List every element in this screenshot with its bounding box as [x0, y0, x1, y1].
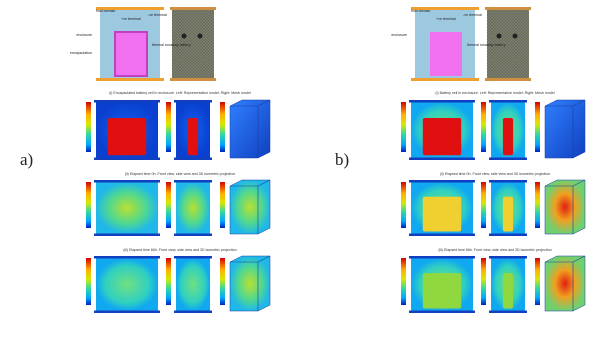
top-plate [94, 100, 160, 103]
top-plate [409, 256, 475, 259]
color-bar [401, 182, 406, 228]
battery-core [503, 118, 513, 155]
caption: (iii) Elapsed time 66h. Front view, side… [123, 248, 236, 252]
bottom-plate [174, 158, 212, 161]
top-plate [174, 100, 212, 103]
panel: b) fluid domain +ve terminal -ve terminal en… [335, 7, 585, 313]
figure: a) fluid domain +ve terminal -ve terminal en… [0, 0, 607, 346]
caption: (i) Encapsulated battery cell in enclosu… [109, 91, 251, 95]
color-bar [481, 182, 486, 228]
bottom-plate [174, 311, 212, 314]
bottom-plate [174, 234, 212, 237]
schematic-label: -ve terminal [463, 13, 482, 17]
schematic-label: +ve terminal [121, 17, 141, 21]
bottom-plate [94, 234, 160, 237]
panel-label: b) [335, 150, 349, 169]
enclosure-bottom [96, 78, 164, 81]
schematic-label: thermal runaway battery [467, 43, 506, 47]
top-plate [174, 256, 212, 259]
mesh-top [485, 7, 531, 10]
result-view [176, 259, 210, 311]
schematic-label: enclosure [391, 33, 407, 37]
top-plate [174, 180, 212, 183]
color-bar [166, 258, 171, 305]
bottom-plate [409, 311, 475, 314]
color-bar [535, 258, 540, 305]
battery [115, 32, 147, 76]
bottom-plate [489, 158, 527, 161]
schematic-label: fluid domain [411, 9, 430, 13]
top-plate [489, 180, 527, 183]
color-bar [535, 102, 540, 152]
top-plate [94, 180, 160, 183]
top-plate [489, 100, 527, 103]
color-bar [86, 102, 91, 152]
top-plate [409, 180, 475, 183]
battery-core [188, 118, 198, 155]
top-plate [489, 256, 527, 259]
result-view [176, 183, 210, 234]
iso-view [545, 100, 585, 158]
battery-core [503, 197, 513, 232]
color-bar [166, 102, 171, 152]
iso-view [545, 180, 585, 234]
terminal [497, 34, 502, 39]
bottom-plate [409, 158, 475, 161]
color-bar [166, 182, 171, 228]
color-bar [86, 182, 91, 228]
bottom-plate [409, 234, 475, 237]
color-bar [86, 258, 91, 305]
battery-core [423, 118, 461, 155]
result-view [96, 183, 158, 234]
schematic-label: thermal runaway battery [152, 43, 191, 47]
panel: a) fluid domain +ve terminal -ve terminal en… [20, 7, 270, 313]
color-bar [220, 258, 225, 305]
terminal [198, 34, 203, 39]
battery [430, 32, 462, 76]
schematic-label: encapsulation [70, 51, 92, 55]
iso-view [545, 256, 585, 311]
color-bar [481, 258, 486, 305]
schematic-label: fluid domain [96, 9, 115, 13]
top-plate [409, 100, 475, 103]
mesh-bottom [170, 78, 216, 81]
terminal [513, 34, 518, 39]
caption: (ii) Elapsed time 0h. Front view, side v… [440, 172, 550, 176]
top-plate [94, 256, 160, 259]
mesh-bottom [485, 78, 531, 81]
color-bar [401, 258, 406, 305]
battery-core [503, 273, 513, 308]
panel-label: a) [20, 150, 33, 169]
battery-core [423, 197, 461, 232]
schematic-label: +ve terminal [436, 17, 456, 21]
battery-core [423, 273, 461, 308]
mesh-top [170, 7, 216, 10]
iso-view [230, 100, 270, 158]
iso-view [230, 180, 270, 234]
bottom-plate [489, 311, 527, 314]
caption: (ii) Elapsed time 0h. Front view, side v… [125, 172, 235, 176]
color-bar [401, 102, 406, 152]
color-bar [220, 102, 225, 152]
battery-core [108, 118, 146, 155]
caption: (i) Battery cell in enclosure. Left: Rep… [435, 91, 554, 95]
iso-view [230, 256, 270, 311]
color-bar [220, 182, 225, 228]
enclosure-bottom [411, 78, 479, 81]
color-bar [481, 102, 486, 152]
schematic-label: -ve terminal [148, 13, 167, 17]
caption: (iii) Elapsed time 66h. Front view, side… [438, 248, 551, 252]
bottom-plate [489, 234, 527, 237]
color-bar [535, 182, 540, 228]
terminal [182, 34, 187, 39]
bottom-plate [94, 311, 160, 314]
result-view [96, 259, 158, 311]
schematic-label: enclosure [76, 33, 92, 37]
bottom-plate [94, 158, 160, 161]
